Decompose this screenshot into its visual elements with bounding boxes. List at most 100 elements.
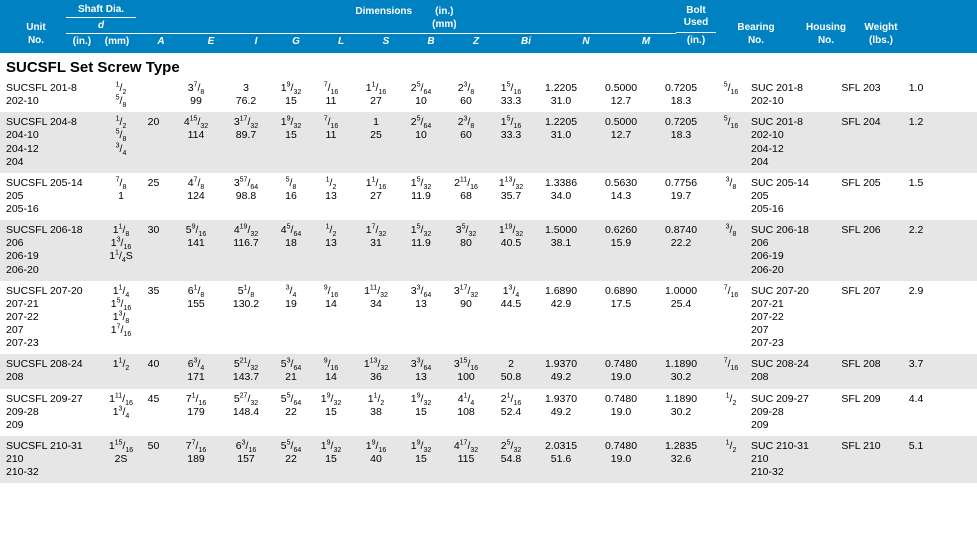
table-row: SUCSFL 209-27209-28209111/1613/44571/161…	[0, 389, 977, 436]
cell-bolt: 5/16	[711, 82, 751, 108]
cell-L: 19/1640	[351, 440, 401, 479]
cell-bolt: 3/8	[711, 177, 751, 216]
cell-wt: 2.2	[891, 224, 941, 277]
cell-L: 11/1627	[351, 82, 401, 108]
cell-L: 17/3231	[351, 224, 401, 277]
cell-Z: 113/3235.7	[491, 177, 531, 216]
cell-L: 111/3234	[351, 285, 401, 351]
cell-bolt: 7/16	[711, 285, 751, 351]
cell-N: 0.748019.0	[591, 440, 651, 479]
cell-N: 0.748019.0	[591, 358, 651, 384]
cell-Bi: 1.220531.0	[531, 82, 591, 108]
hdr-shaft-label: Shaft Dia.	[66, 4, 136, 15]
cell-S: 15/3211.9	[401, 224, 441, 277]
cell-wt: 1.5	[891, 177, 941, 216]
cell-Z: 25/3254.8	[491, 440, 531, 479]
cell-L: 11/1627	[351, 177, 401, 216]
cell-housing: SFL 205	[831, 177, 891, 216]
cell-I: 55/6422	[271, 393, 311, 432]
cell-E: 527/32148.4	[221, 393, 271, 432]
cell-unit: SUCSFL 206-18206206-19206-20	[6, 224, 106, 277]
hdr-shaft: Shaft Dia. d (in.) (mm)	[66, 4, 136, 47]
cell-bearing: SUC 205-14205205-16	[751, 177, 831, 216]
cell-B: 317/3290	[441, 285, 491, 351]
table-row: SUCSFL 207-20207-21207-22207207-2311/415…	[0, 281, 977, 355]
hdr-d: d	[66, 20, 136, 31]
cell-unit: SUCSFL 207-20207-21207-22207207-23	[6, 285, 106, 351]
cell-housing: SFL 206	[831, 224, 891, 277]
cell-B: 35/3280	[441, 224, 491, 277]
cell-S: 25/6410	[401, 116, 441, 169]
hdr-dims-group: Dimensions (in.)(mm) AEIGLSBZBiNM	[136, 6, 676, 47]
cell-Z: 13/444.5	[491, 285, 531, 351]
cell-G: 7/1611	[311, 116, 351, 169]
cell-din: 111/1613/4	[106, 393, 136, 432]
hdr-in: (in.)	[73, 36, 91, 47]
cell-B: 417/32115	[441, 440, 491, 479]
cell-E: 521/32143.7	[221, 358, 271, 384]
cell-G: 19/3215	[311, 393, 351, 432]
cell-wt: 4.4	[891, 393, 941, 432]
cell-unit: SUCSFL 208-24208	[6, 358, 106, 384]
cell-M: 1.189030.2	[651, 358, 711, 384]
cell-wt: 5.1	[891, 440, 941, 479]
cell-wt: 3.7	[891, 358, 941, 384]
cell-dmm: 30	[136, 224, 171, 277]
cell-bolt: 7/16	[711, 358, 751, 384]
cell-Bi: 2.031551.6	[531, 440, 591, 479]
hdr-weight: Weight(lbs.)	[856, 22, 906, 47]
cell-N: 0.500012.7	[591, 82, 651, 108]
cell-unit: SUCSFL 209-27209-28209	[6, 393, 106, 432]
cell-G: 7/1611	[311, 82, 351, 108]
cell-bearing: SUC 208-24208	[751, 358, 831, 384]
cell-N: 0.689017.5	[591, 285, 651, 351]
section-title: SUCSFL Set Screw Type	[0, 53, 977, 78]
hdr-mm: (mm)	[105, 36, 129, 47]
cell-M: 1.283532.6	[651, 440, 711, 479]
cell-B: 23/860	[441, 116, 491, 169]
cell-M: 0.720518.3	[651, 116, 711, 169]
cell-bearing: SUC 207-20207-21207-22207207-23	[751, 285, 831, 351]
table-row: SUCSFL 208-2420811/24063/4171521/32143.7…	[0, 354, 977, 388]
cell-dmm: 35	[136, 285, 171, 351]
cell-E: 357/6498.8	[221, 177, 271, 216]
cell-din: 7/81	[106, 177, 136, 216]
cell-bearing: SUC 209-27209-28209	[751, 393, 831, 432]
cell-A: 71/16179	[171, 393, 221, 432]
cell-din: 11/2	[106, 358, 136, 384]
cell-G: 9/1614	[311, 285, 351, 351]
cell-dmm: 50	[136, 440, 171, 479]
table-row: SUCSFL 205-14205205-167/812547/8124357/6…	[0, 173, 977, 220]
cell-G: 19/3215	[311, 440, 351, 479]
table-row: SUCSFL 201-8202-101/25/837/899376.219/32…	[0, 78, 977, 112]
cell-unit: SUCSFL 201-8202-10	[6, 82, 106, 108]
cell-N: 0.500012.7	[591, 116, 651, 169]
cell-Z: 15/1633.3	[491, 82, 531, 108]
cell-S: 15/3211.9	[401, 177, 441, 216]
table-row: SUCSFL 210-31210210-32115/162S5077/16189…	[0, 436, 977, 483]
cell-M: 1.189030.2	[651, 393, 711, 432]
cell-M: 0.720518.3	[651, 82, 711, 108]
cell-B: 41/4108	[441, 393, 491, 432]
cell-I: 5/816	[271, 177, 311, 216]
cell-A: 61/8155	[171, 285, 221, 351]
cell-bearing: SUC 201-8202-10204-12204	[751, 116, 831, 169]
cell-N: 0.563014.3	[591, 177, 651, 216]
hdr-dims: Dimensions	[355, 6, 412, 31]
cell-housing: SFL 210	[831, 440, 891, 479]
cell-bolt: 1/2	[711, 440, 751, 479]
cell-dmm: 25	[136, 177, 171, 216]
cell-S: 25/6410	[401, 82, 441, 108]
cell-Bi: 1.689042.9	[531, 285, 591, 351]
cell-I: 3/419	[271, 285, 311, 351]
cell-Bi: 1.220531.0	[531, 116, 591, 169]
cell-dmm: 45	[136, 393, 171, 432]
cell-bolt: 5/16	[711, 116, 751, 169]
cell-Z: 119/3240.5	[491, 224, 531, 277]
cell-dmm	[136, 82, 171, 108]
cell-A: 47/8124	[171, 177, 221, 216]
cell-B: 315/16100	[441, 358, 491, 384]
cell-Bi: 1.937049.2	[531, 393, 591, 432]
cell-bearing: SUC 201-8202-10	[751, 82, 831, 108]
cell-unit: SUCSFL 205-14205205-16	[6, 177, 106, 216]
